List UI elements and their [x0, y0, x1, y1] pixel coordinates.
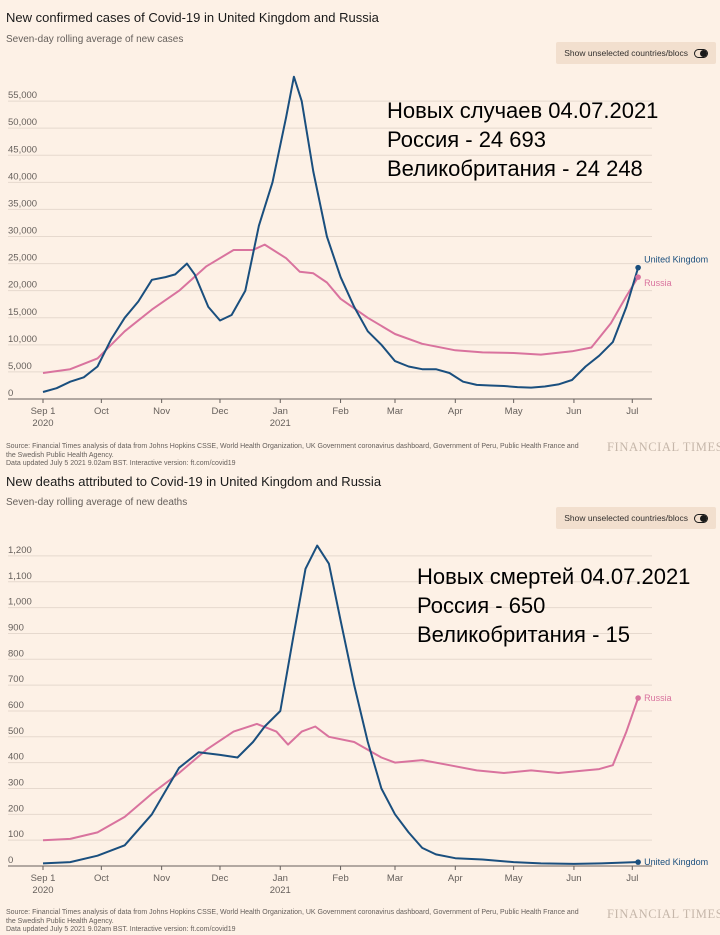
cases-chart-panel: New confirmed cases of Covid-19 in Unite… — [0, 0, 720, 469]
series-line-russia — [42, 697, 640, 842]
y-tick-label: 15,000 — [8, 307, 37, 318]
y-tick-label: 40,000 — [8, 171, 37, 182]
chart-subtitle: Seven-day rolling average of new deaths — [6, 497, 188, 508]
series-line-united-kingdom — [42, 75, 640, 393]
y-tick-label: 45,000 — [8, 144, 37, 155]
x-tick-label: Jul — [626, 406, 638, 417]
y-tick-label: 0 — [8, 855, 13, 866]
x-tick-label: Nov — [153, 406, 170, 417]
series-line-russia — [42, 243, 639, 374]
source-note: Source: Financial Times analysis of data… — [6, 909, 606, 935]
x-tick-label: Sep 1 — [31, 873, 56, 884]
x-tick-label: Dec — [212, 873, 229, 884]
x-tick-label: Dec — [212, 406, 229, 417]
ft-logo: FINANCIAL TIMES — [607, 440, 720, 454]
y-tick-label: 50,000 — [8, 117, 37, 128]
annotation-line: Россия - 650 — [417, 593, 546, 618]
x-tick-label: Jun — [566, 406, 581, 417]
x-tick-year-label: 2021 — [270, 418, 291, 429]
chart-subtitle: Seven-day rolling average of new cases — [6, 34, 184, 45]
source-line: the Swedish Public Health Agency. — [6, 451, 114, 459]
series-endpoint-united-kingdom — [635, 264, 641, 271]
cases-annotation: Новых случаев 04.07.2021 Россия - 24 693… — [387, 96, 658, 183]
y-tick-label: 55,000 — [8, 90, 37, 101]
x-tick-label: Jan — [273, 873, 288, 884]
x-tick-label: Apr — [448, 873, 463, 884]
show-unselected-toggle[interactable]: Show unselected countries/blocs — [556, 507, 716, 529]
annotation-line: Великобритания - 15 — [417, 622, 630, 647]
deaths-annotation: Новых смертей 04.07.2021 Россия - 650 Ве… — [417, 562, 690, 649]
y-tick-label: 800 — [8, 648, 24, 659]
y-tick-label: 0 — [8, 388, 13, 399]
deaths-chart-panel: New deaths attributed to Covid-19 in Uni… — [0, 472, 720, 934]
source-line: Source: Financial Times analysis of data… — [6, 909, 579, 916]
deaths-line-chart: 0 100 200 300 400 500 600 700 800 900 1,000 1,100 1,… — [8, 544, 708, 896]
series-endpoint-united-kingdom — [635, 859, 641, 865]
toggle-label: Show unselected countries/blocs — [564, 513, 688, 523]
y-tick-label: 500 — [8, 726, 24, 737]
source-note: Source: Financial Times analysis of data… — [6, 443, 606, 469]
y-tick-label: 400 — [8, 752, 24, 763]
x-tick-label: Feb — [332, 406, 348, 417]
y-tick-label: 35,000 — [8, 198, 37, 209]
y-tick-label: 30,000 — [8, 226, 37, 237]
x-tick-label: Mar — [387, 873, 403, 884]
x-tick-label: Nov — [153, 873, 170, 884]
x-tick-year-label: 2020 — [32, 885, 53, 896]
source-line: Data updated July 5 2021 9.02am BST. Int… — [6, 460, 236, 467]
x-tick-label: Oct — [94, 406, 109, 417]
y-tick-label: 700 — [8, 674, 24, 685]
y-tick-label: 1,000 — [8, 597, 32, 608]
series-endpoint-russia — [635, 695, 641, 701]
x-tick-label: Feb — [332, 873, 348, 884]
series-label-russia: Russia — [644, 693, 672, 703]
series-endpoint-russia — [635, 274, 641, 280]
annotation-line: Новых смертей 04.07.2021 — [417, 564, 691, 589]
x-tick-label: Sep 1 — [31, 406, 56, 417]
y-tick-label: 20,000 — [8, 280, 37, 291]
source-line: Data updated July 5 2021 9.02am BST. Int… — [6, 926, 236, 933]
x-tick-label: Mar — [387, 406, 403, 417]
y-tick-label: 5,000 — [8, 361, 32, 372]
source-line: the Swedish Public Health Agency. — [6, 917, 114, 925]
ft-logo: FINANCIAL TIMES — [607, 907, 720, 921]
x-tick-year-label: 2021 — [270, 885, 291, 896]
toggle-switch-icon[interactable] — [694, 48, 708, 58]
annotation-line: Новых случаев 04.07.2021 — [387, 98, 659, 123]
annotation-line: Россия - 24 693 — [387, 127, 546, 152]
y-tick-label: 900 — [8, 622, 24, 633]
series-label-united-kingdom: United Kingdom — [644, 857, 708, 867]
toggle-label: Show unselected countries/blocs — [564, 48, 688, 58]
x-tick-label: Apr — [448, 406, 463, 417]
series-label-united-kingdom: United Kingdom — [644, 255, 708, 265]
series-label-russia: Russia — [644, 278, 672, 288]
x-tick-label: Jun — [566, 873, 581, 884]
y-tick-label: 1,100 — [8, 571, 32, 582]
source-line: Source: Financial Times analysis of data… — [6, 443, 579, 450]
x-tick-label: May — [505, 406, 523, 417]
annotation-line: Великобритания - 24 248 — [387, 156, 643, 181]
chart-title: New deaths attributed to Covid-19 in Uni… — [6, 474, 382, 489]
y-tick-label: 25,000 — [8, 253, 37, 264]
y-tick-label: 1,200 — [8, 545, 32, 556]
cases-line-chart: 0 5,000 10,000 15,000 20,000 25,000 30,000 35,0… — [8, 75, 708, 429]
x-tick-year-label: 2020 — [32, 418, 53, 429]
y-tick-label: 200 — [8, 803, 24, 814]
show-unselected-toggle[interactable]: Show unselected countries/blocs — [556, 42, 716, 64]
y-tick-label: 300 — [8, 777, 24, 788]
x-tick-label: Jan — [273, 406, 288, 417]
toggle-switch-icon[interactable] — [694, 513, 708, 523]
x-tick-label: Oct — [94, 873, 109, 884]
y-tick-label: 100 — [8, 829, 24, 840]
y-tick-label: 600 — [8, 700, 24, 711]
x-tick-label: Jul — [626, 873, 638, 884]
chart-title: New confirmed cases of Covid-19 in Unite… — [6, 10, 379, 25]
series-line-united-kingdom — [42, 544, 639, 865]
y-tick-label: 10,000 — [8, 334, 37, 345]
x-tick-label: May — [505, 873, 523, 884]
